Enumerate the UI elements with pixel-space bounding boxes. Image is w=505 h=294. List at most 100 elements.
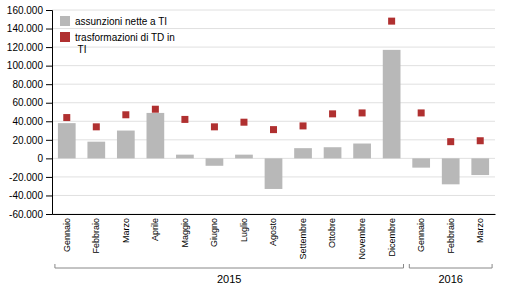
- y-tick: 140.000: [7, 23, 52, 34]
- point: [270, 126, 277, 133]
- x-tick: Luglio: [239, 214, 249, 242]
- point: [122, 111, 129, 118]
- grid-line: [52, 10, 495, 11]
- bar: [87, 142, 105, 159]
- grid-line: [52, 28, 495, 29]
- y-tick-mark: [46, 29, 52, 30]
- y-tick-label: 60.000: [12, 97, 43, 108]
- y-tick: -20.000: [9, 172, 52, 183]
- year-group: 2016: [409, 264, 492, 285]
- y-tick-mark: [46, 121, 52, 122]
- bar: [117, 131, 135, 159]
- y-tick-mark: [46, 10, 52, 11]
- x-tick-label: Febbraio: [446, 218, 456, 254]
- chart: -60.000 -40.000 -20.000 0 20.000 40.000 60.000…: [0, 0, 505, 294]
- x-tick: Dicembre: [387, 214, 397, 257]
- y-tick-label: 160.000: [7, 5, 44, 16]
- bar: [442, 158, 460, 184]
- y-tick: 40.000: [12, 116, 52, 127]
- legend-swatch: [60, 16, 70, 26]
- y-tick-label: 140.000: [7, 23, 44, 34]
- y-axis-line: [46, 11, 53, 215]
- plot: -60.000 -40.000 -20.000 0 20.000 40.000 60.000…: [7, 5, 496, 285]
- grid-line: [52, 102, 495, 103]
- x-tick-label: Aprile: [150, 218, 160, 241]
- series: [58, 50, 489, 189]
- point: [181, 116, 188, 123]
- grid-line: [52, 65, 495, 66]
- year-bracket: [55, 264, 404, 268]
- bar: [471, 158, 489, 175]
- grid: [52, 10, 495, 214]
- legend-entry: assunzioni nette a TI: [60, 16, 167, 27]
- point: [63, 114, 70, 121]
- x-tick: Maggio: [180, 214, 190, 248]
- x-tick-label: Febbraio: [91, 218, 101, 254]
- x-tick-label: Agosto: [268, 218, 278, 246]
- y-tick: -60.000: [9, 209, 52, 220]
- x-tick-label: Novembre: [357, 218, 367, 260]
- bar: [324, 147, 342, 158]
- point: [240, 119, 247, 126]
- x-tick: Novembre: [357, 214, 367, 260]
- point: [388, 18, 395, 25]
- y-tick-label: -60.000: [9, 209, 43, 220]
- point: [477, 137, 484, 144]
- x-tick: Marzo: [121, 214, 131, 243]
- y-tick: 120.000: [7, 42, 52, 53]
- y-tick-label: 100.000: [7, 60, 44, 71]
- point: [359, 109, 366, 116]
- bar: [412, 158, 430, 167]
- bar: [147, 113, 165, 158]
- y-tick-mark: [46, 66, 52, 67]
- y-tick: 0: [37, 153, 52, 164]
- y-tick-mark: [46, 177, 52, 178]
- y-tick-mark: [46, 158, 52, 159]
- point: [152, 106, 159, 113]
- bar: [383, 50, 401, 158]
- x-tick: Marzo: [475, 214, 485, 243]
- x-tick: Febbraio: [446, 214, 456, 254]
- x-tick: Aprile: [150, 214, 160, 241]
- x-tick: Settembre: [298, 214, 308, 260]
- y-tick: 80.000: [12, 79, 52, 90]
- x-tick: Agosto: [268, 214, 278, 246]
- year-bracket: [409, 264, 492, 268]
- year-label: 2016: [438, 273, 462, 285]
- legend-swatch: [60, 32, 70, 42]
- legend-entry: trasformazioni di TD in TI: [60, 32, 175, 55]
- bar: [176, 155, 194, 159]
- legend-label: trasformazioni di TD in TI: [75, 32, 175, 55]
- x-tick-label: Luglio: [239, 218, 249, 242]
- point: [300, 122, 307, 129]
- y-tick-mark: [46, 214, 52, 215]
- y-tick: 160.000: [7, 5, 52, 16]
- marks: [58, 18, 489, 189]
- y-tick: -40.000: [9, 190, 52, 201]
- x-tick: Ottobre: [327, 214, 337, 248]
- x-tick-label: Dicembre: [387, 218, 397, 257]
- y-tick-label: 20.000: [12, 135, 43, 146]
- grid-line: [52, 84, 495, 85]
- y-tick-label: 40.000: [12, 116, 43, 127]
- legend-label: assunzioni nette a TI: [75, 16, 167, 27]
- grid-line: [52, 121, 495, 122]
- bar: [206, 158, 224, 165]
- point: [211, 123, 218, 130]
- bar: [58, 123, 76, 158]
- x-tick-label: Marzo: [121, 218, 131, 243]
- y-tick: 60.000: [12, 97, 52, 108]
- y-tick-mark: [46, 84, 52, 85]
- x-tick-label: Settembre: [298, 218, 308, 260]
- y-tick: 20.000: [12, 135, 52, 146]
- y-tick-label: 0: [37, 153, 43, 164]
- y-tick-label: 120.000: [7, 42, 44, 53]
- grid-line: [52, 214, 495, 215]
- bar: [353, 144, 371, 159]
- y-tick-mark: [46, 47, 52, 48]
- x-tick-label: Gennaio: [416, 218, 426, 252]
- x-tick: Giugno: [209, 214, 219, 247]
- y-axis: -60.000 -40.000 -20.000 0 20.000 40.000 60.000…: [7, 5, 53, 220]
- x-tick-label: Gennaio: [62, 218, 72, 252]
- point: [447, 138, 454, 145]
